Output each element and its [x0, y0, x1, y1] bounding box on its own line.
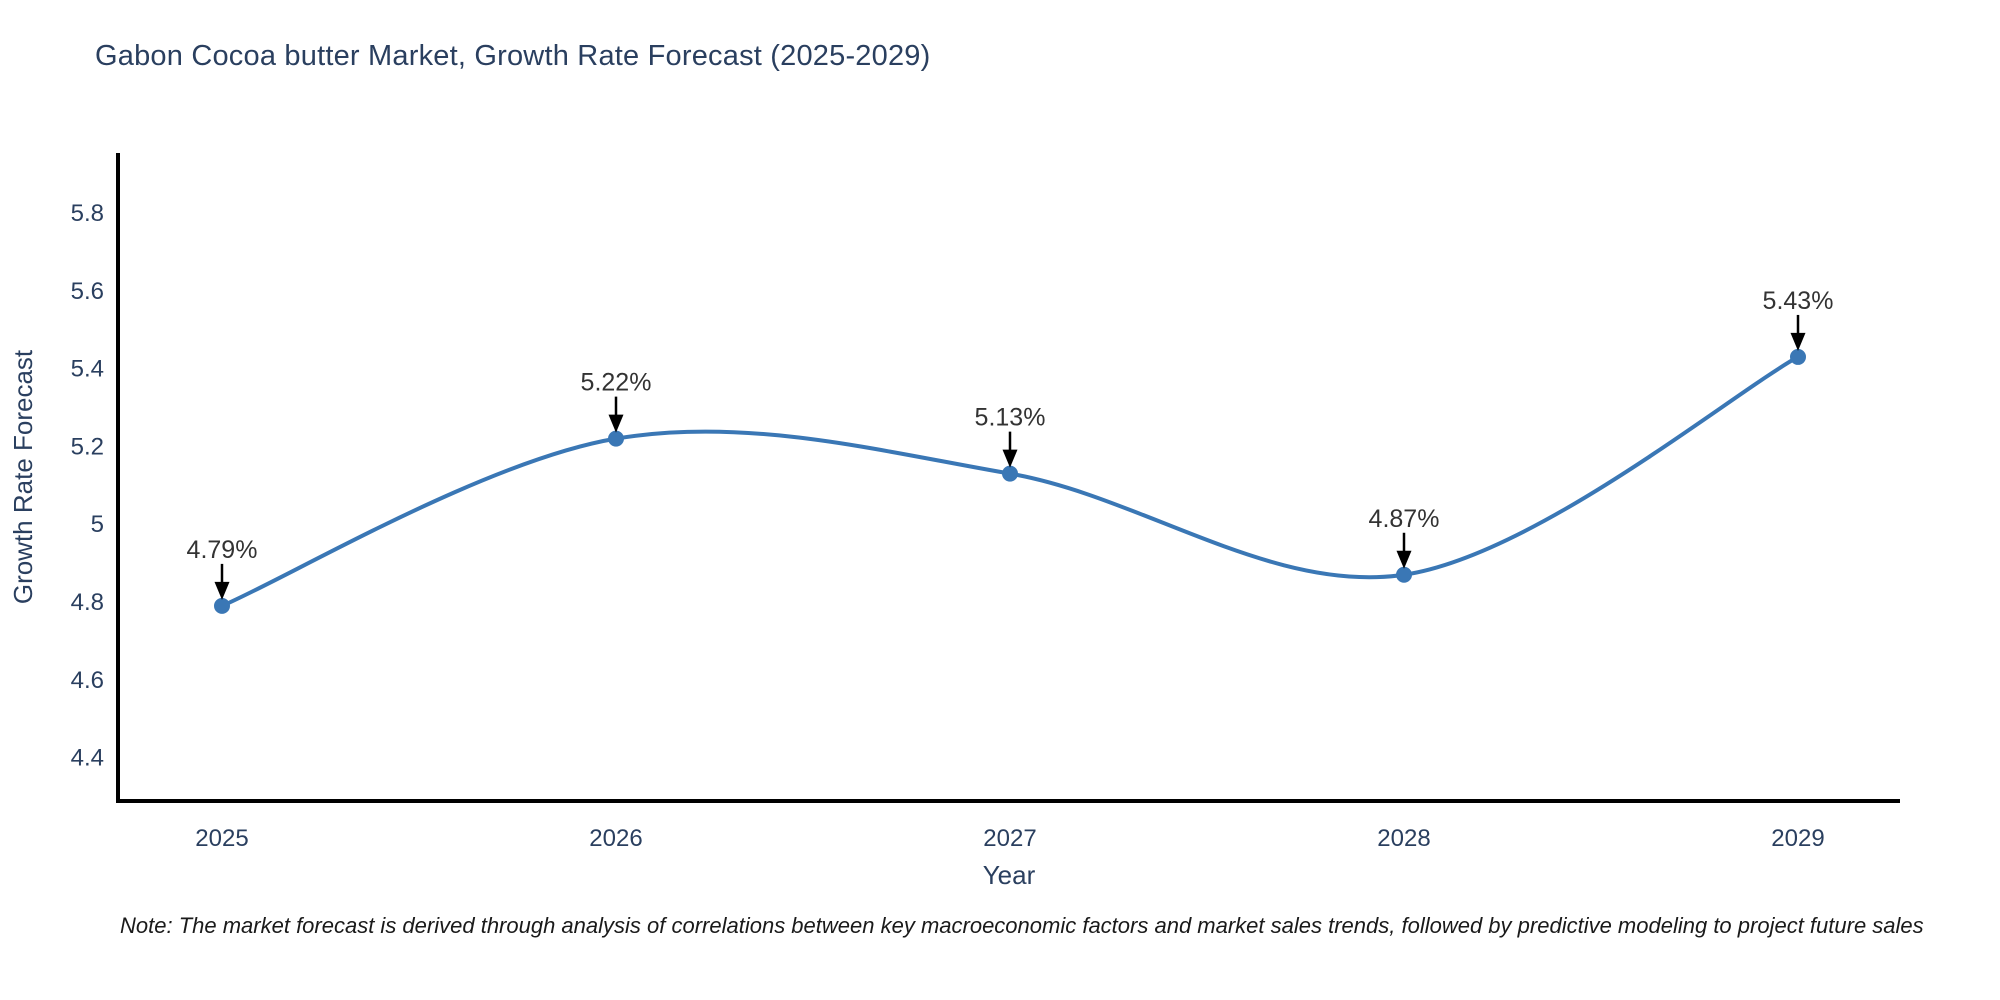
x-tick-label-2028: 2028 [1377, 825, 1430, 852]
annotation-arrowhead-2026 [608, 414, 624, 433]
y-tick-label-4.6: 4.6 [71, 667, 104, 694]
annotation-label-2025: 4.79% [187, 536, 258, 564]
annotation-arrowhead-2025 [214, 581, 230, 600]
x-axis-title: Year [983, 860, 1036, 890]
x-tick-label-2025: 2025 [195, 825, 248, 852]
chart-title: Gabon Cocoa butter Market, Growth Rate F… [95, 40, 931, 72]
y-tick-label-5.4: 5.4 [71, 356, 104, 383]
x-tick-label-2026: 2026 [589, 825, 642, 852]
y-tick-label-5.2: 5.2 [71, 433, 104, 460]
y-tick-label-5.6: 5.6 [71, 278, 104, 305]
y-tick-label-4.8: 4.8 [71, 589, 104, 616]
x-tick-label-2027: 2027 [983, 825, 1036, 852]
annotation-label-2028: 4.87% [1369, 505, 1440, 533]
annotation-label-2027: 5.13% [975, 404, 1046, 432]
annotation-label-2029: 5.43% [1763, 287, 1834, 315]
annotation-arrowhead-2027 [1002, 449, 1018, 468]
x-tick-label-2029: 2029 [1771, 825, 1824, 852]
y-tick-label-4.4: 4.4 [71, 745, 104, 772]
annotation-arrowhead-2028 [1396, 550, 1412, 569]
y-tick-label-5.8: 5.8 [71, 200, 104, 227]
footnote-text: Note: The market forecast is derived thr… [120, 913, 1924, 938]
data-point-2029 [1790, 348, 1806, 365]
y-tick-label-5: 5 [91, 511, 104, 538]
annotation-label-2026: 5.22% [581, 369, 652, 397]
annotation-arrowhead-2029 [1790, 332, 1806, 351]
y-axis-title: Growth Rate Forecast [8, 349, 38, 604]
data-point-2026 [608, 430, 624, 447]
data-point-2027 [1002, 465, 1018, 482]
data-point-2028 [1396, 566, 1412, 583]
data-point-2025 [214, 597, 230, 614]
